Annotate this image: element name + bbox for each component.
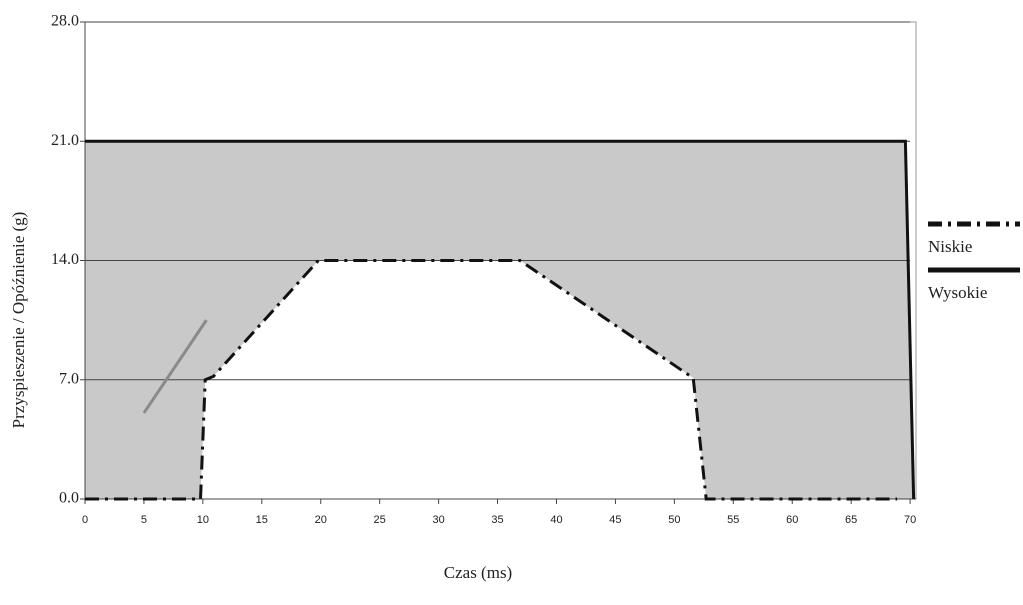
y-tick-label: 7.0 xyxy=(59,370,79,387)
x-tick-label: 25 xyxy=(374,514,386,526)
segment-line xyxy=(142,319,208,414)
legend-label: Niskie xyxy=(928,237,972,256)
x-tick-label: 55 xyxy=(727,514,739,526)
x-tick-label: 70 xyxy=(904,514,916,526)
x-axis-label: Czas (ms) xyxy=(444,563,512,582)
legend-label: Wysokie xyxy=(928,283,987,302)
x-tick-label: 40 xyxy=(550,514,562,526)
y-tick-label: 21.0 xyxy=(51,132,79,149)
x-tick-label: 30 xyxy=(432,514,444,526)
y-tick-label: 0.0 xyxy=(59,490,79,507)
x-tick-label: 20 xyxy=(315,514,327,526)
x-tick-label: 65 xyxy=(845,514,857,526)
y-axis-label: Przyspieszenie / Opóźnienie (g) xyxy=(9,212,28,429)
x-tick-label: 50 xyxy=(668,514,680,526)
x-tick-label: 60 xyxy=(786,514,798,526)
x-tick-label: 35 xyxy=(491,514,503,526)
x-tick-label: 15 xyxy=(256,514,268,526)
x-tick-label: 45 xyxy=(609,514,621,526)
series-line xyxy=(85,139,916,500)
x-tick-label: 10 xyxy=(197,514,209,526)
x-tick-label: 0 xyxy=(82,514,88,526)
x-tick-label: 5 xyxy=(141,514,147,526)
series-line xyxy=(85,259,898,501)
y-tick-label: 14.0 xyxy=(51,251,79,268)
y-tick-label: 28.0 xyxy=(51,13,79,30)
